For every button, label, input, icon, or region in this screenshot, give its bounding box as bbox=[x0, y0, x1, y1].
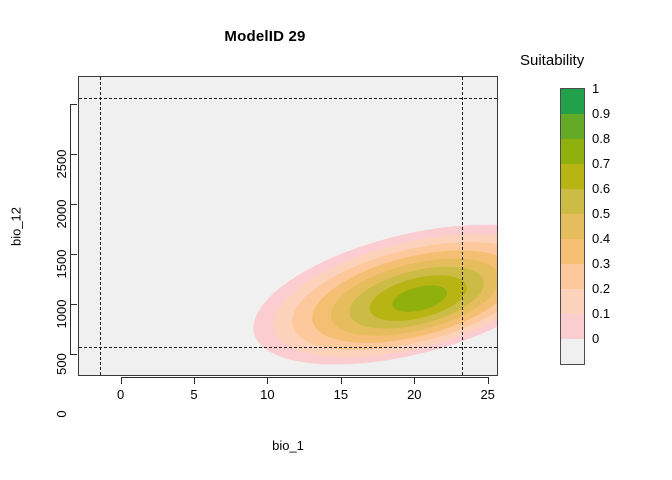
contour-surface bbox=[79, 77, 497, 375]
x-tick-0 bbox=[120, 377, 122, 384]
y-tick-4 bbox=[70, 153, 77, 155]
y-tick-0 bbox=[70, 353, 77, 355]
legend-title: Suitability bbox=[520, 52, 585, 69]
x-axis-title: bio_1 bbox=[272, 438, 304, 453]
x-tick-label-1: 5 bbox=[190, 387, 198, 402]
legend-band-9 bbox=[561, 314, 584, 339]
legend-tick-label-9: 0.1 bbox=[592, 306, 611, 321]
legend-tick-label-10: 0 bbox=[592, 331, 600, 346]
y-axis-line bbox=[70, 104, 71, 354]
x-tick-label-0: 0 bbox=[116, 387, 125, 402]
y-tick-label-5: 2500 bbox=[54, 149, 69, 179]
legend-tick-label-1: 0.9 bbox=[592, 106, 611, 121]
y-tick-3 bbox=[70, 203, 77, 205]
x-tick-5 bbox=[487, 377, 489, 384]
legend-band-0 bbox=[561, 89, 584, 114]
y-tick-1 bbox=[70, 303, 77, 305]
legend-band-3 bbox=[561, 164, 584, 189]
legend-tick-label-2: 0.8 bbox=[592, 131, 611, 146]
plot-panel bbox=[78, 76, 498, 376]
x-tick-label-3: 15 bbox=[333, 387, 349, 402]
legend-band-5 bbox=[561, 214, 584, 239]
legend-tick-label-5: 0.5 bbox=[592, 206, 611, 221]
x-tick-3 bbox=[340, 377, 342, 384]
legend-band-7 bbox=[561, 264, 584, 289]
legend-tick-label-3: 0.7 bbox=[592, 156, 611, 171]
x-tick-1 bbox=[194, 377, 195, 384]
legend-band-6 bbox=[561, 239, 584, 264]
legend-band-10 bbox=[561, 339, 584, 364]
x-axis-line bbox=[120, 377, 488, 378]
y-tick-5 bbox=[70, 104, 77, 105]
legend-band-1 bbox=[561, 114, 584, 139]
x-tick-label-2: 10 bbox=[260, 387, 275, 402]
y-axis-title: bio_12 bbox=[8, 206, 24, 247]
legend-colorbar bbox=[560, 88, 585, 365]
legend-band-8 bbox=[561, 289, 584, 314]
x-tick-2 bbox=[267, 377, 269, 384]
legend-tick-label-6: 0.4 bbox=[592, 231, 611, 246]
y-tick-label-wrap-5: 2500 bbox=[8, 97, 69, 179]
page-title: ModelID 29 bbox=[224, 28, 306, 45]
legend-tick-label-7: 0.3 bbox=[592, 256, 611, 271]
y-tick-2 bbox=[70, 253, 77, 255]
x-tick-label-5: 25 bbox=[480, 387, 495, 402]
legend-tick-label-8: 0.2 bbox=[592, 281, 611, 296]
x-tick-4 bbox=[414, 377, 416, 384]
legend-tick-label-4: 0.6 bbox=[592, 181, 611, 196]
legend-band-2 bbox=[561, 139, 584, 164]
legend: Suitability 1 0.9 0.8 0.7 0.6 0.5 0.4 0.3 0.2 0.1… bbox=[520, 52, 670, 382]
x-tick-label-4: 20 bbox=[407, 387, 422, 402]
legend-tick-label-0: 1 bbox=[592, 81, 600, 96]
legend-band-4 bbox=[561, 189, 584, 214]
